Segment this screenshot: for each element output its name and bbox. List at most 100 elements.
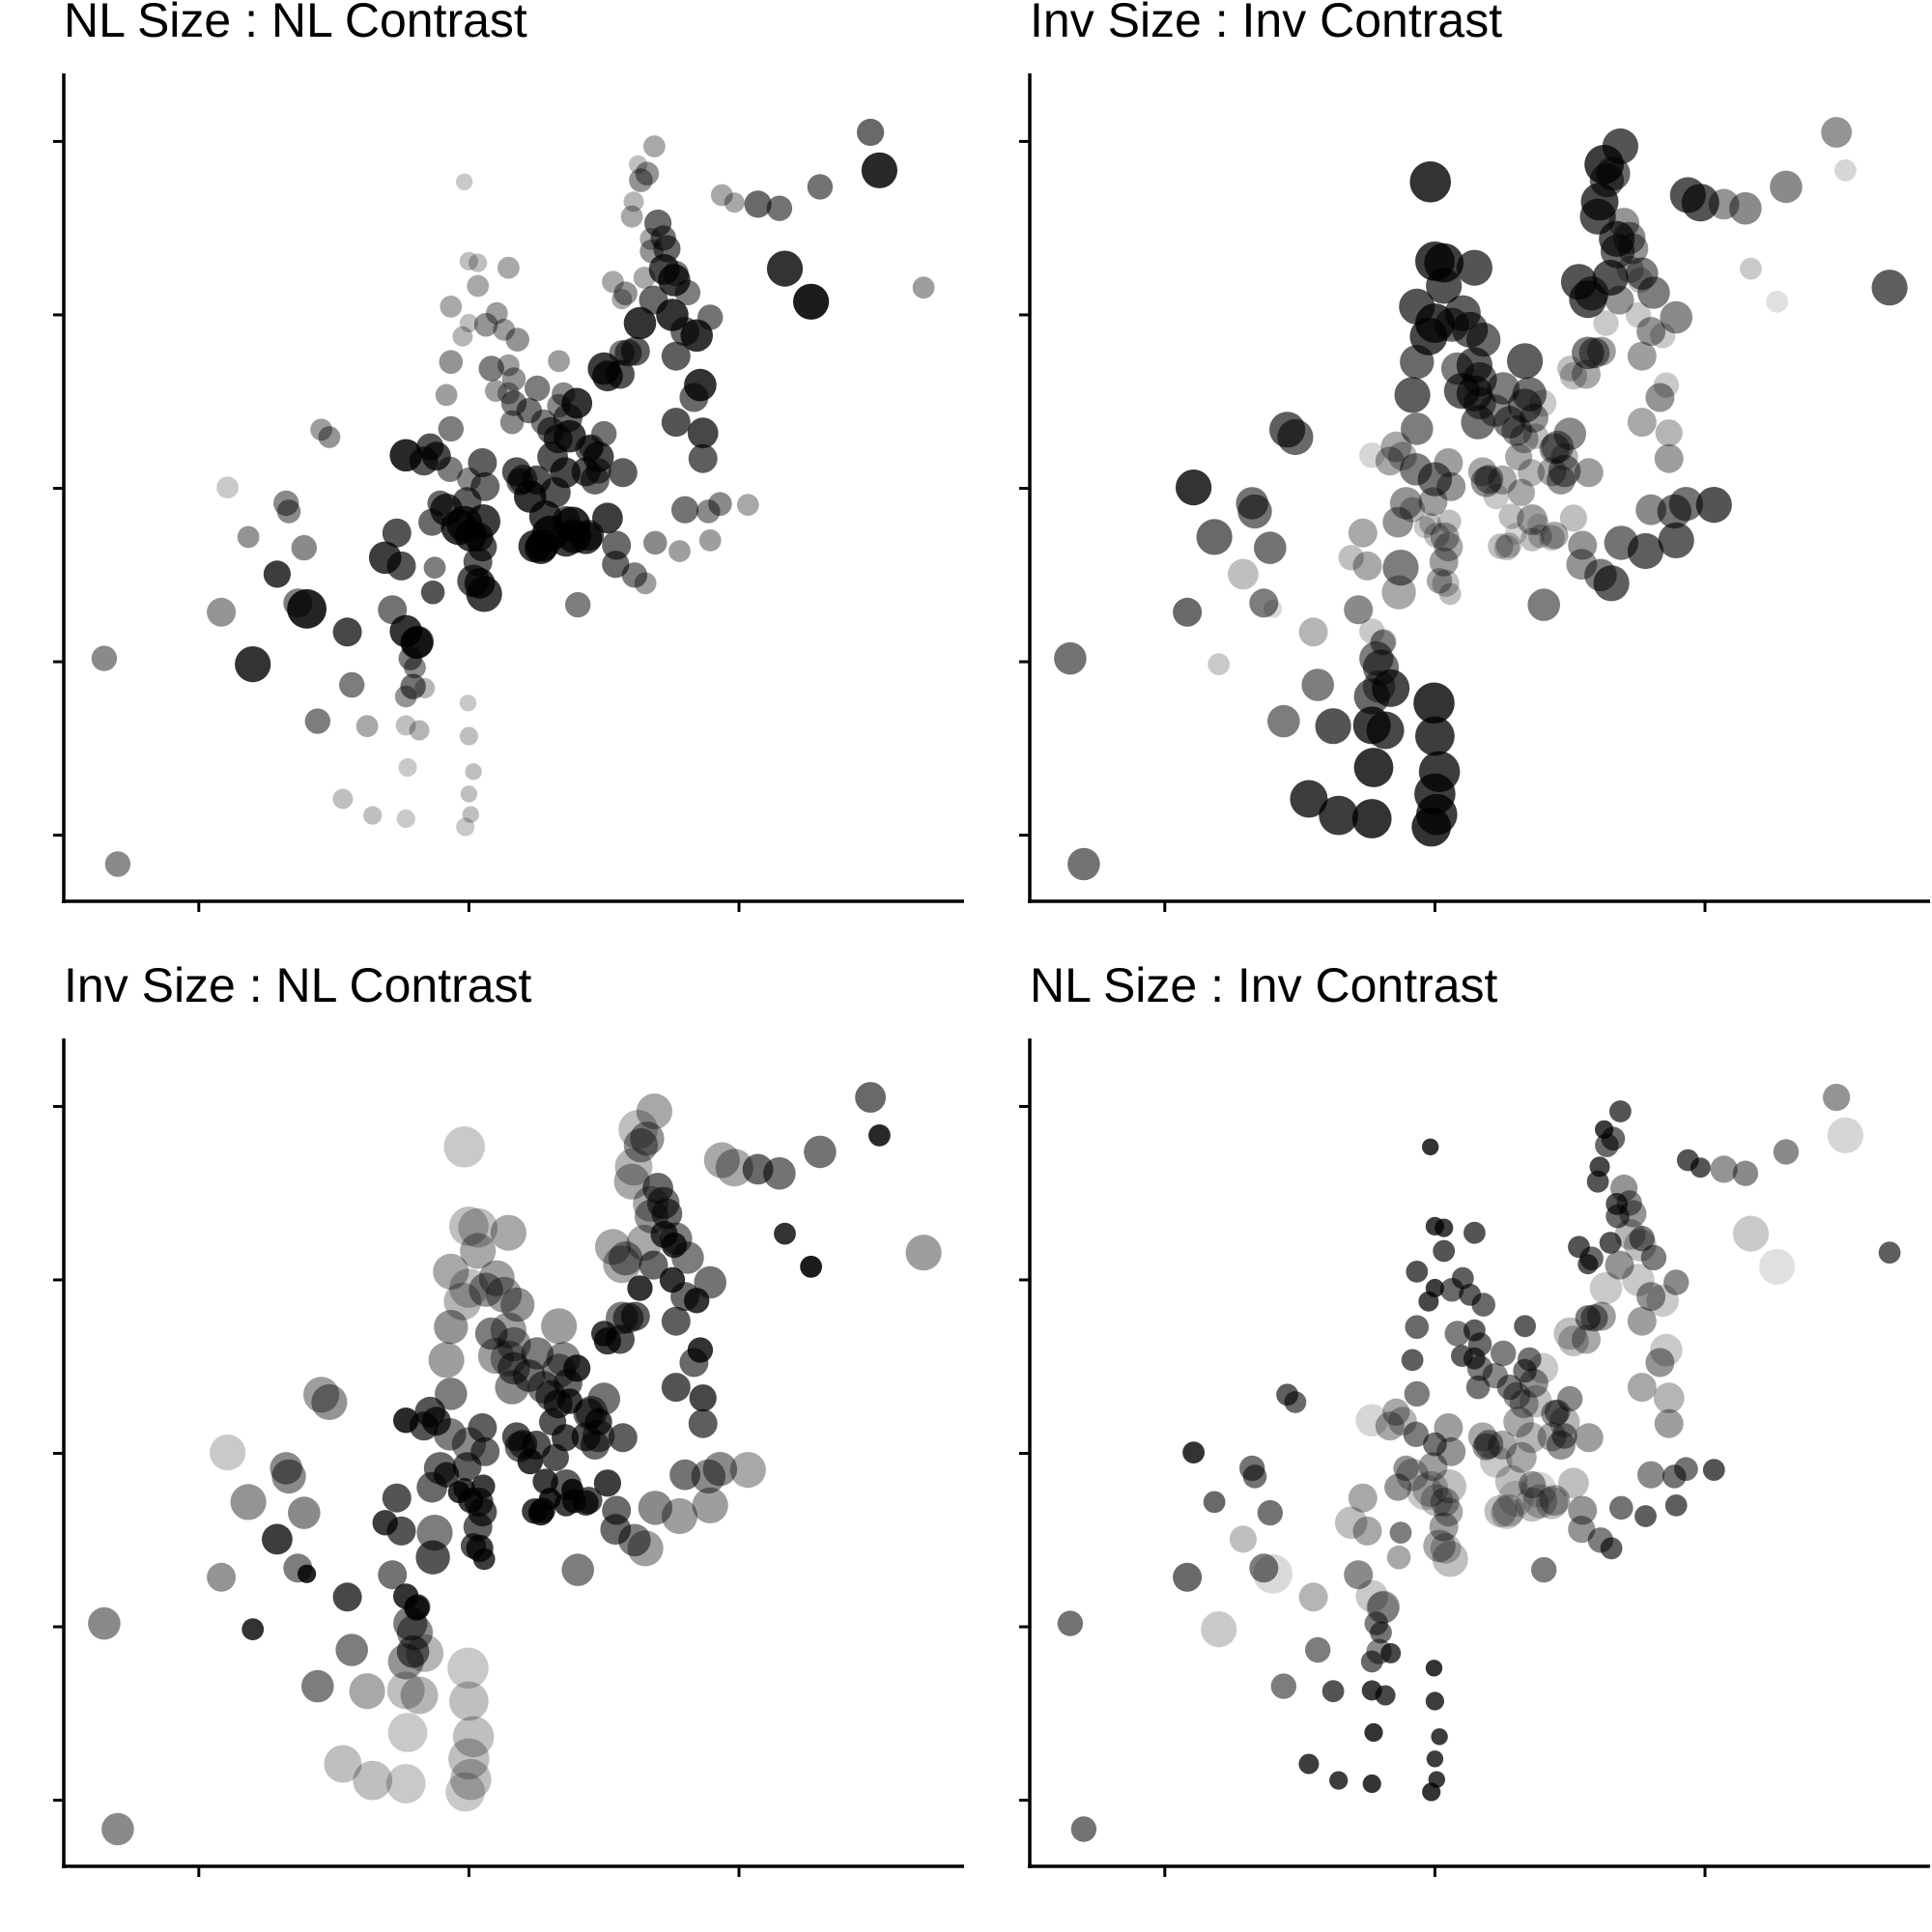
data-point xyxy=(613,281,638,306)
data-point xyxy=(459,313,478,333)
data-point xyxy=(661,1232,688,1259)
data-point xyxy=(1634,1505,1657,1527)
data-point xyxy=(450,1758,492,1801)
data-point xyxy=(1315,708,1351,745)
data-point xyxy=(1645,1348,1675,1378)
data-point xyxy=(1627,267,1654,294)
data-point xyxy=(1423,1432,1447,1457)
data-point xyxy=(651,1198,683,1230)
data-point xyxy=(468,448,497,477)
data-point xyxy=(1636,317,1666,347)
data-point xyxy=(1491,1496,1523,1529)
data-point xyxy=(1589,1271,1623,1305)
data-point xyxy=(1558,1467,1589,1499)
data-point xyxy=(630,1122,665,1156)
data-point xyxy=(508,1430,538,1460)
data-point xyxy=(1519,1368,1548,1398)
data-point xyxy=(469,253,488,272)
data-point xyxy=(587,352,620,385)
data-point xyxy=(1512,377,1548,412)
data-point xyxy=(1612,221,1646,255)
data-point xyxy=(1636,1282,1666,1312)
panel-title: NL Size : Inv Contrast xyxy=(1030,958,1498,1012)
data-point xyxy=(687,417,719,449)
data-point xyxy=(1834,158,1857,182)
data-point xyxy=(1527,513,1549,536)
data-point xyxy=(912,276,935,299)
data-point xyxy=(1321,1680,1345,1703)
data-point xyxy=(1203,1491,1226,1514)
data-point xyxy=(1382,550,1419,586)
data-point xyxy=(1348,1483,1378,1513)
data-point xyxy=(378,595,408,625)
panel-title: Inv Size : Inv Contrast xyxy=(1030,0,1502,47)
data-point xyxy=(661,1497,698,1535)
data-point xyxy=(710,184,733,207)
data-point xyxy=(1409,161,1451,203)
data-point xyxy=(661,341,691,371)
data-point xyxy=(1579,1246,1604,1270)
data-point xyxy=(1593,310,1619,336)
data-point xyxy=(1553,1317,1586,1350)
data-point xyxy=(304,708,330,734)
data-point xyxy=(1375,446,1405,476)
data-point xyxy=(1650,1333,1683,1367)
data-point xyxy=(1474,465,1504,495)
data-point xyxy=(1518,459,1546,487)
data-point xyxy=(1426,268,1463,304)
data-point xyxy=(1624,1229,1657,1262)
data-point xyxy=(1773,1139,1800,1165)
data-point xyxy=(1173,597,1203,627)
data-point xyxy=(1386,1545,1411,1570)
data-point xyxy=(1766,290,1788,313)
data-point xyxy=(458,1208,498,1248)
data-point xyxy=(1823,1083,1851,1112)
data-point xyxy=(468,532,497,562)
data-point xyxy=(1614,1219,1646,1250)
data-point xyxy=(505,327,529,352)
data-point xyxy=(1428,1771,1446,1788)
data-point xyxy=(1550,442,1578,471)
data-point xyxy=(1372,668,1410,707)
data-point xyxy=(1364,1722,1383,1743)
data-point xyxy=(1640,1244,1667,1271)
data-point xyxy=(437,456,463,482)
data-point xyxy=(470,471,500,501)
data-point xyxy=(508,465,538,495)
data-point xyxy=(1433,1239,1456,1263)
data-point xyxy=(703,1142,740,1179)
data-point xyxy=(1541,522,1569,550)
data-point xyxy=(1557,355,1583,382)
data-point xyxy=(493,318,516,341)
data-point xyxy=(1329,1771,1349,1790)
data-point xyxy=(708,492,732,516)
data-point xyxy=(1382,506,1414,538)
data-point xyxy=(207,1562,237,1592)
data-point xyxy=(1551,1423,1577,1449)
data-point xyxy=(420,580,445,605)
data-point xyxy=(469,1272,503,1307)
data-point xyxy=(1389,487,1423,520)
data-point xyxy=(1414,773,1456,815)
data-point xyxy=(541,1308,578,1345)
data-point xyxy=(1646,1284,1679,1318)
data-point xyxy=(1596,156,1631,191)
data-point xyxy=(573,1490,599,1517)
data-point xyxy=(697,304,724,330)
data-point xyxy=(591,1321,617,1347)
data-point xyxy=(1425,1278,1444,1298)
data-point xyxy=(627,1530,664,1567)
data-point xyxy=(689,1384,717,1412)
data-point xyxy=(470,1436,500,1466)
data-point xyxy=(1432,1469,1467,1504)
data-point xyxy=(1495,532,1522,558)
data-point xyxy=(423,556,446,579)
data-point xyxy=(1609,1495,1634,1520)
panel-title: Inv Size : NL Contrast xyxy=(64,958,532,1012)
data-point xyxy=(1057,1610,1084,1636)
data-point xyxy=(1380,431,1412,463)
data-point xyxy=(643,135,666,157)
plot-area xyxy=(53,1038,964,1877)
panel-top-left: NL Size : NL Contrast xyxy=(53,0,964,912)
